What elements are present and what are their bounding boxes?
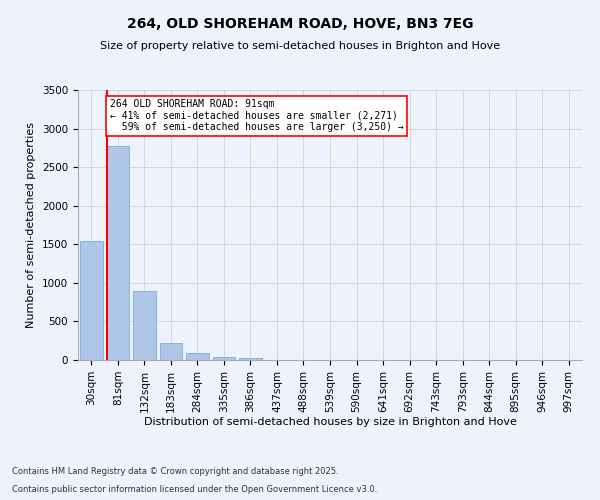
Text: 264, OLD SHOREHAM ROAD, HOVE, BN3 7EG: 264, OLD SHOREHAM ROAD, HOVE, BN3 7EG — [127, 18, 473, 32]
X-axis label: Distribution of semi-detached houses by size in Brighton and Hove: Distribution of semi-detached houses by … — [143, 418, 517, 428]
Text: Contains public sector information licensed under the Open Government Licence v3: Contains public sector information licen… — [12, 485, 377, 494]
Bar — [107, 146, 129, 360]
Bar — [160, 344, 182, 360]
Y-axis label: Number of semi-detached properties: Number of semi-detached properties — [26, 122, 37, 328]
Bar — [212, 357, 235, 360]
Bar — [80, 241, 103, 360]
Text: Contains HM Land Registry data © Crown copyright and database right 2025.: Contains HM Land Registry data © Crown c… — [12, 467, 338, 476]
Text: Size of property relative to semi-detached houses in Brighton and Hove: Size of property relative to semi-detach… — [100, 41, 500, 51]
Text: 264 OLD SHOREHAM ROAD: 91sqm
← 41% of semi-detached houses are smaller (2,271)
 : 264 OLD SHOREHAM ROAD: 91sqm ← 41% of se… — [110, 100, 403, 132]
Bar — [239, 358, 262, 360]
Bar — [186, 352, 209, 360]
Bar — [133, 290, 155, 360]
